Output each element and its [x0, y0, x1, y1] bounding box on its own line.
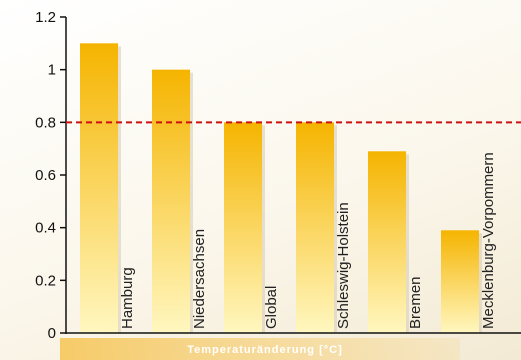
bar-hamburg — [80, 43, 118, 333]
category-label: Mecklenburg-Vorpommern — [480, 152, 497, 329]
y-tick-label: 1.2 — [35, 9, 56, 26]
bar-niedersachsen — [152, 69, 190, 334]
y-tick-label: 0.8 — [35, 114, 56, 131]
category-label: Schleswig-Holstein — [335, 202, 352, 329]
category-label: Hamburg — [119, 267, 136, 329]
category-label: Global — [263, 286, 280, 329]
bar-global — [224, 122, 262, 333]
x-axis-label-band — [60, 338, 460, 360]
y-tick-label: 1 — [48, 62, 56, 79]
category-label: Niedersachsen — [191, 229, 208, 329]
y-tick-label: 0 — [48, 325, 56, 342]
bar-schleswig-holstein — [296, 122, 334, 333]
y-tick-label: 0.4 — [35, 220, 56, 237]
x-axis-label: Temperaturänderung [°C] — [187, 344, 343, 356]
bar-bremen — [368, 151, 406, 333]
y-tick-label: 0.2 — [35, 272, 56, 289]
category-label: Bremen — [407, 276, 424, 329]
bar-mecklenburg-vorpommern — [441, 230, 479, 333]
y-tick-label: 0.6 — [35, 167, 56, 184]
